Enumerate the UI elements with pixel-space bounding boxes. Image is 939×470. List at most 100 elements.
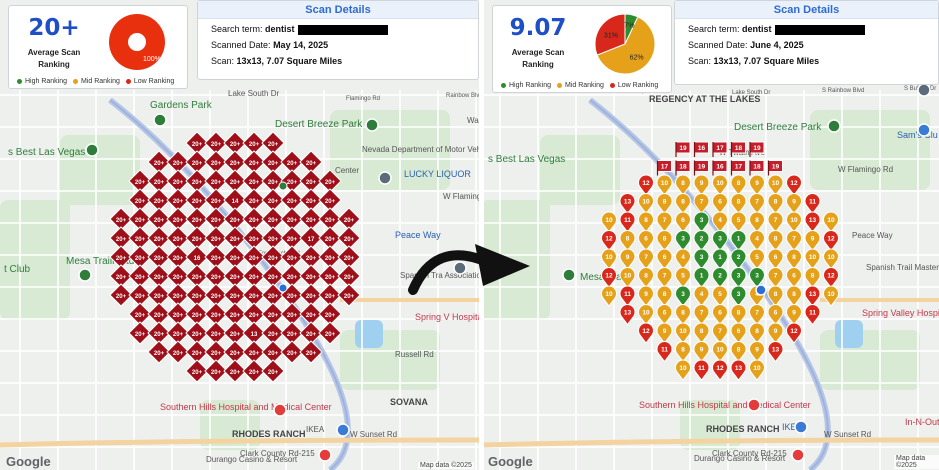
pie-slice: [594, 13, 626, 56]
pin-rank-label: 10: [642, 199, 650, 206]
pin-rank-label: 13: [809, 291, 817, 298]
before-scan-panel: Gardens Park Lake South Dr Desert Breeze P…: [0, 0, 479, 470]
marker-rank-label: 20+: [192, 351, 203, 357]
marker-rank-label: 20+: [287, 161, 298, 167]
pin-rank-label: 11: [624, 291, 631, 298]
ranking-pin: 8: [749, 322, 765, 344]
pin-rank-label: 6: [792, 273, 796, 280]
place-pin-icon: [794, 420, 808, 434]
marker-rank-label: 20+: [135, 275, 146, 281]
map-label: Durango Casino & Resort: [206, 455, 298, 464]
pie-slice-label: 62%: [630, 54, 644, 61]
pin-shape: [749, 230, 765, 252]
pin-shape: [749, 174, 765, 196]
ranking-pin: 10: [638, 193, 654, 215]
pin-rank-label: 11: [698, 365, 705, 372]
marker-shape: [204, 359, 228, 383]
ranking-pin: 7: [656, 267, 673, 289]
pin-rank-label: 8: [644, 217, 648, 224]
pin-shape: [767, 230, 784, 252]
pin-shape: [619, 267, 636, 289]
ranking-pin: 9: [619, 248, 636, 270]
marker-rank-label: 20+: [306, 218, 317, 224]
map-label: Spring Valley Hospital Medical Center: [862, 308, 939, 318]
pin-shape: [749, 267, 765, 289]
pin-rank-label: 13: [624, 310, 632, 317]
water-area: [355, 320, 383, 348]
marker-rank-label: 20+: [249, 237, 260, 243]
map-label: Peace Way: [852, 231, 893, 240]
ranking-pin: 18: [675, 160, 691, 176]
pin-shape: [601, 211, 617, 233]
place-pin-icon: [78, 268, 92, 282]
pin-rank-label: 2: [737, 254, 741, 261]
marker-rank-label: 20+: [154, 256, 165, 262]
marker-rank-label: 20+: [154, 218, 165, 224]
marker-rank-label: 20+: [230, 218, 241, 224]
ranking-pin: 9: [804, 230, 821, 252]
ranking-legend: High Ranking Mid Ranking Low Ranking: [13, 78, 174, 85]
pin-rank-label: 8: [700, 328, 704, 335]
map-label: s Best Las Vegas: [488, 154, 565, 165]
pin-rank-label: 9: [663, 328, 667, 335]
ranking-pin: 13: [619, 193, 636, 215]
marker-rank-label: 13: [251, 332, 258, 338]
marker-rank-label: 20+: [249, 180, 260, 186]
place-pin-icon: [378, 171, 392, 185]
scan-size-row: Scan: 13x13, 7.07 Square Miles: [688, 56, 820, 66]
pin-shape: [749, 211, 765, 233]
marker-rank-label: 20+: [154, 351, 165, 357]
pin-rank-label: 10: [605, 254, 613, 261]
pin-rank-label: 9: [700, 347, 704, 354]
ranking-pin: 6: [730, 322, 747, 344]
google-logo: Google: [488, 454, 533, 469]
pin-shape: [767, 285, 784, 307]
map-label: RHODES RANCH: [232, 429, 306, 439]
pin-shape: [675, 322, 691, 344]
marker-shape: [128, 321, 152, 345]
map-label: Spanish Tra Association: [400, 271, 479, 280]
ranking-pin: 3: [675, 230, 691, 252]
marker-rank-label: 20+: [325, 256, 336, 262]
pin-rank-label: 10: [753, 365, 761, 372]
marker-rank-label: 20+: [287, 313, 298, 319]
ranking-pin: 8: [804, 267, 821, 289]
marker-rank-label: 20+: [344, 218, 355, 224]
pin-shape: [656, 267, 673, 289]
pin-rank-label: 8: [792, 291, 796, 298]
ranking-pin: 6: [712, 193, 728, 215]
marker-rank-label: 20+: [211, 237, 222, 243]
ranking-pin: 10: [638, 304, 654, 326]
water-area: [835, 320, 863, 348]
pin-rank-label: 3: [700, 217, 704, 224]
ranking-marker: 20+: [204, 359, 228, 383]
pin-rank-label: 7: [644, 254, 648, 261]
park-area: [60, 135, 140, 205]
marker-rank-label: 17: [308, 237, 315, 243]
marker-rank-label: 20+: [344, 275, 355, 281]
ranking-pin: 8: [730, 341, 747, 363]
pin-rank-label: 4: [700, 291, 704, 298]
pin-rank-label: 8: [644, 273, 648, 280]
marker-rank-label: 20+: [173, 332, 184, 338]
park-area: [330, 110, 450, 190]
ranking-pin: 7: [767, 267, 784, 289]
marker-rank-label: 20+: [325, 313, 336, 319]
ranking-marker: 20+: [185, 359, 209, 383]
after-scan-details-card: Scan Details Search term: dentist Scanne…: [674, 0, 939, 85]
pin-shape: [804, 211, 821, 233]
marker-rank-label: 20+: [116, 294, 127, 300]
after-summary-card: 9.07 Average Scan Ranking 62% 31% 7% High …: [492, 5, 672, 93]
marker-rank-label: 20+: [287, 199, 298, 205]
marker-rank-label: 20+: [211, 142, 222, 148]
ranking-marker: 20+: [299, 340, 323, 364]
ranking-pie-chart: 62% 31% 7%: [594, 13, 656, 75]
legend-high-label: High Ranking: [509, 82, 552, 89]
ranking-pin: 19: [767, 160, 783, 176]
pin-shape: [730, 341, 747, 363]
pin-shape: [638, 174, 654, 196]
marker-rank-label: 20+: [116, 275, 127, 281]
ranking-pin: 18: [730, 141, 746, 157]
pin-rank-label: 3: [755, 273, 759, 280]
ranking-pie-chart: 100%: [109, 14, 165, 70]
